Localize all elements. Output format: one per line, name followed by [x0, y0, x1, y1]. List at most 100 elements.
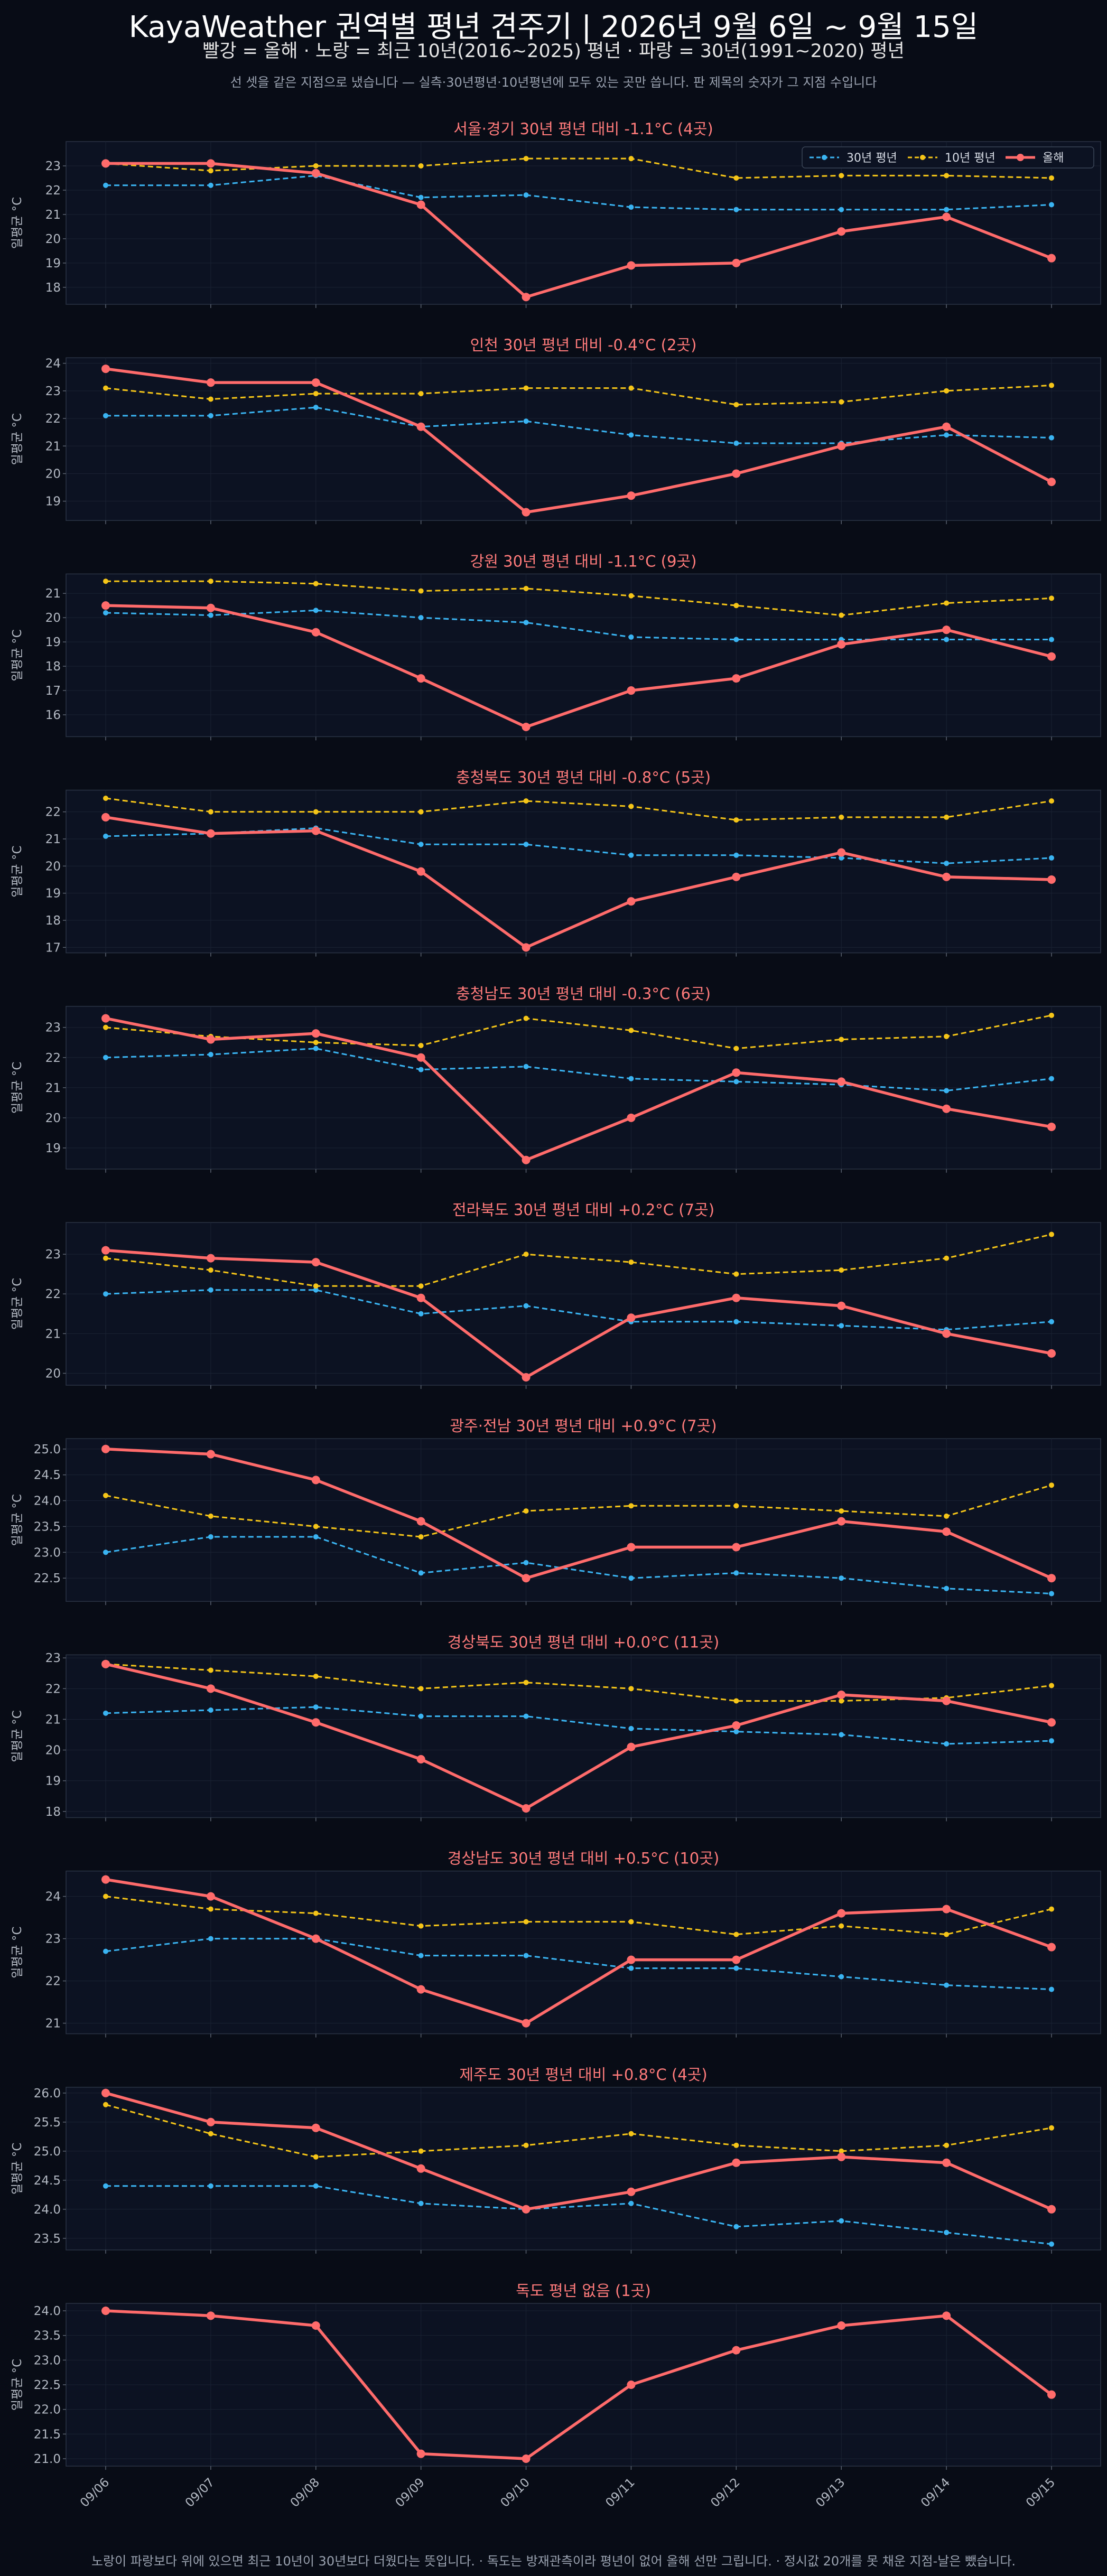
panel-8: 경상남도 30년 평년 대비 +0.5°C (10곳) 21 22 23 24 일평균 °…: [11, 1850, 1101, 2038]
point-this_year: [416, 1517, 425, 1526]
point-this_year: [732, 674, 741, 683]
point-avg30: [208, 1287, 213, 1293]
x-tick-label: 09/08: [288, 2476, 322, 2510]
point-avg10: [1049, 1231, 1054, 1237]
point-this_year: [101, 159, 110, 168]
y-axis-label: 일평균 °C: [11, 413, 24, 465]
point-avg30: [628, 204, 634, 210]
series-line-avg30: [106, 174, 1052, 211]
point-this_year: [416, 1985, 425, 1994]
point-avg10: [523, 585, 529, 591]
point-avg30: [103, 610, 108, 615]
point-this_year: [837, 2152, 846, 2161]
series-line-avg30: [106, 2185, 1052, 2245]
point-avg30: [733, 1319, 739, 1324]
point-avg30: [628, 1965, 634, 1971]
point-avg10: [313, 581, 319, 586]
point-avg10: [839, 1923, 844, 1929]
point-this_year: [101, 2088, 110, 2097]
point-avg30: [208, 612, 213, 618]
point-avg10: [523, 1508, 529, 1514]
point-avg10: [418, 1923, 424, 1929]
point-this_year: [522, 2205, 531, 2214]
series-line-this_year: [105, 1016, 1052, 1162]
point-avg10: [733, 817, 739, 823]
point-avg10: [313, 1040, 319, 1046]
point-avg10: [523, 1015, 529, 1021]
y-tick-label: 23.5: [34, 2329, 61, 2343]
panel-frame: [66, 1654, 1101, 1818]
series-line-this_year: [105, 1878, 1052, 2025]
x-tick-label: 09/06: [78, 2476, 112, 2510]
y-tick-label: 18: [45, 281, 61, 295]
series-line-avg10: [105, 797, 1052, 821]
point-avg10: [523, 1679, 529, 1685]
point-this_year: [522, 1804, 531, 1813]
point-avg10: [839, 1698, 844, 1704]
point-avg10: [418, 163, 424, 169]
panel-title: 충청남도 30년 평년 대비 -0.3°C (6곳): [456, 985, 711, 1003]
point-avg10: [944, 1931, 950, 1937]
point-avg10: [839, 1508, 844, 1514]
point-avg30: [208, 182, 213, 188]
legend: 30년 평년 10년 평년 올해: [802, 146, 1094, 169]
point-this_year: [416, 2449, 425, 2458]
panel-2: 강원 30년 평년 대비 -1.1°C (9곳) 16 17 18 19 20 21 일평균 …: [11, 552, 1101, 741]
y-tick-label: 23: [45, 385, 61, 398]
point-avg10: [313, 391, 319, 397]
point-avg30: [313, 1046, 319, 1051]
point-this_year: [732, 872, 741, 881]
y-tick-label: 21: [45, 1081, 61, 1095]
series-line-avg30: [105, 609, 1052, 641]
point-avg10: [733, 1046, 739, 1051]
point-this_year: [837, 640, 846, 649]
point-avg10: [944, 814, 950, 820]
point-avg30: [628, 1725, 634, 1731]
point-avg30: [839, 1974, 844, 1980]
point-this_year: [837, 848, 846, 857]
point-avg10: [103, 1893, 108, 1899]
panel-title: 독도 평년 없음 (1곳): [516, 2282, 651, 2300]
series-line-avg30: [105, 1289, 1052, 1331]
y-tick-label: 23: [45, 1651, 61, 1665]
point-this_year: [416, 674, 425, 683]
y-tick-label: 20: [45, 1367, 61, 1380]
point-this_year: [942, 1696, 951, 1705]
point-avg10: [839, 814, 844, 820]
panel-title: 서울·경기 30년 평년 대비 -1.1°C (4곳): [453, 120, 713, 138]
y-axis-label: 일평균 °C: [11, 1494, 24, 1546]
series-line-this_year: [105, 816, 1052, 949]
point-avg10: [103, 385, 108, 391]
y-tick-label: 19: [45, 1775, 61, 1788]
point-this_year: [522, 293, 531, 302]
point-avg10: [628, 1259, 634, 1265]
series-line-avg10: [105, 384, 1052, 406]
series-line-avg10: [105, 1014, 1052, 1050]
point-avg10: [208, 578, 213, 584]
y-tick-label: 23: [45, 1021, 61, 1035]
point-avg30: [523, 1713, 529, 1719]
legend-frame: [802, 146, 1094, 169]
point-this_year: [837, 1301, 846, 1310]
point-avg30: [418, 194, 424, 200]
point-this_year: [206, 378, 215, 387]
point-avg10: [733, 1271, 739, 1277]
panel-frame: [66, 1870, 1101, 2034]
point-this_year: [942, 2311, 951, 2320]
point-this_year: [837, 442, 846, 451]
y-tick-label: 22.5: [34, 1572, 61, 1585]
point-avg10: [418, 1686, 424, 1692]
point-this_year: [522, 723, 531, 732]
point-this_year: [942, 1527, 951, 1536]
point-this_year: [1047, 1122, 1056, 1131]
point-avg10: [944, 173, 950, 179]
point-this_year: [732, 2158, 741, 2167]
point-avg30: [313, 1534, 319, 1539]
y-tick-label: 21.5: [34, 2428, 61, 2441]
point-avg30: [418, 842, 424, 847]
y-tick-label: 22.5: [34, 2378, 61, 2392]
point-avg30: [208, 1052, 213, 1058]
point-avg10: [523, 385, 529, 391]
point-avg30: [1049, 1319, 1054, 1324]
y-tick-label: 17: [45, 941, 61, 955]
